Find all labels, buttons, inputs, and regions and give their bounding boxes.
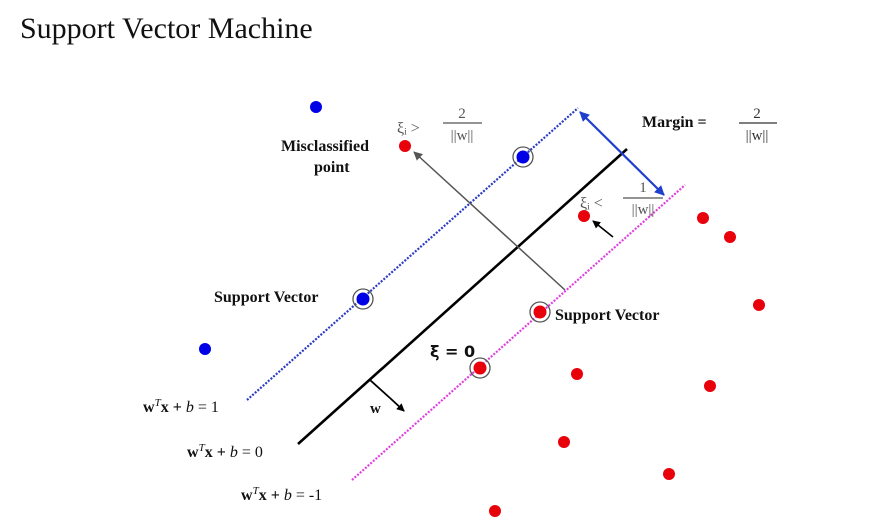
red-data-point <box>704 380 716 392</box>
minus-margin-line <box>351 184 686 481</box>
red-data-point <box>663 468 675 480</box>
red-data-point <box>578 210 590 222</box>
support-vector-ring <box>529 301 551 323</box>
blue-support-vector <box>356 292 370 306</box>
red-data-point <box>558 436 570 448</box>
support-vector-ring <box>469 357 491 379</box>
blue-data-point <box>310 101 322 113</box>
w-vector-label: w <box>370 401 381 417</box>
margin-denominator: ||w|| <box>746 128 769 144</box>
margin-label: Margin = <box>642 114 707 131</box>
xi-greater-denominator: ||w|| <box>451 128 474 144</box>
misclassified-red-point <box>399 140 411 152</box>
red-support-vector <box>533 305 547 319</box>
xi-less-symbol: ξᵢ < <box>580 195 603 212</box>
red-data-point <box>753 299 765 311</box>
misclassified-label-line2: point <box>314 159 350 176</box>
red-data-point <box>697 212 709 224</box>
support-vector-ring <box>512 146 534 168</box>
support-vector-label-left: Support Vector <box>214 289 318 306</box>
blue-support-vector <box>516 150 530 164</box>
red-support-vector <box>473 361 487 375</box>
equation-zero: wTx + b = 0 <box>187 442 263 461</box>
xi-less-denominator: ||w|| <box>632 202 655 218</box>
xi-greater-symbol: ξᵢ > <box>397 120 420 137</box>
blue-data-point <box>199 343 211 355</box>
red-data-point <box>489 505 501 517</box>
margin-arrow <box>579 111 665 196</box>
xi-greater-numerator: 2 <box>458 106 466 122</box>
xi-less-numerator: 1 <box>639 180 647 196</box>
equation-plus-one: wTx + b = 1 <box>143 397 219 416</box>
equation-minus-one: wTx + b = -1 <box>241 485 322 504</box>
xi-zero-label: ξ = 0 <box>430 342 475 361</box>
page-title: Support Vector Machine <box>20 12 313 45</box>
w-vector-arrow <box>389 397 405 412</box>
support-vector-label-right: Support Vector <box>555 307 659 324</box>
red-data-point <box>724 231 736 243</box>
decision-boundary-line <box>297 148 628 445</box>
margin-numerator: 2 <box>753 106 761 122</box>
support-vector-ring <box>352 288 374 310</box>
misclassified-label-line1: Misclassified <box>281 138 369 155</box>
red-data-point <box>571 368 583 380</box>
w-vector-stem <box>369 379 391 399</box>
margin-violation-arrow <box>592 220 614 238</box>
misclassified-slack-arrow <box>413 151 566 291</box>
